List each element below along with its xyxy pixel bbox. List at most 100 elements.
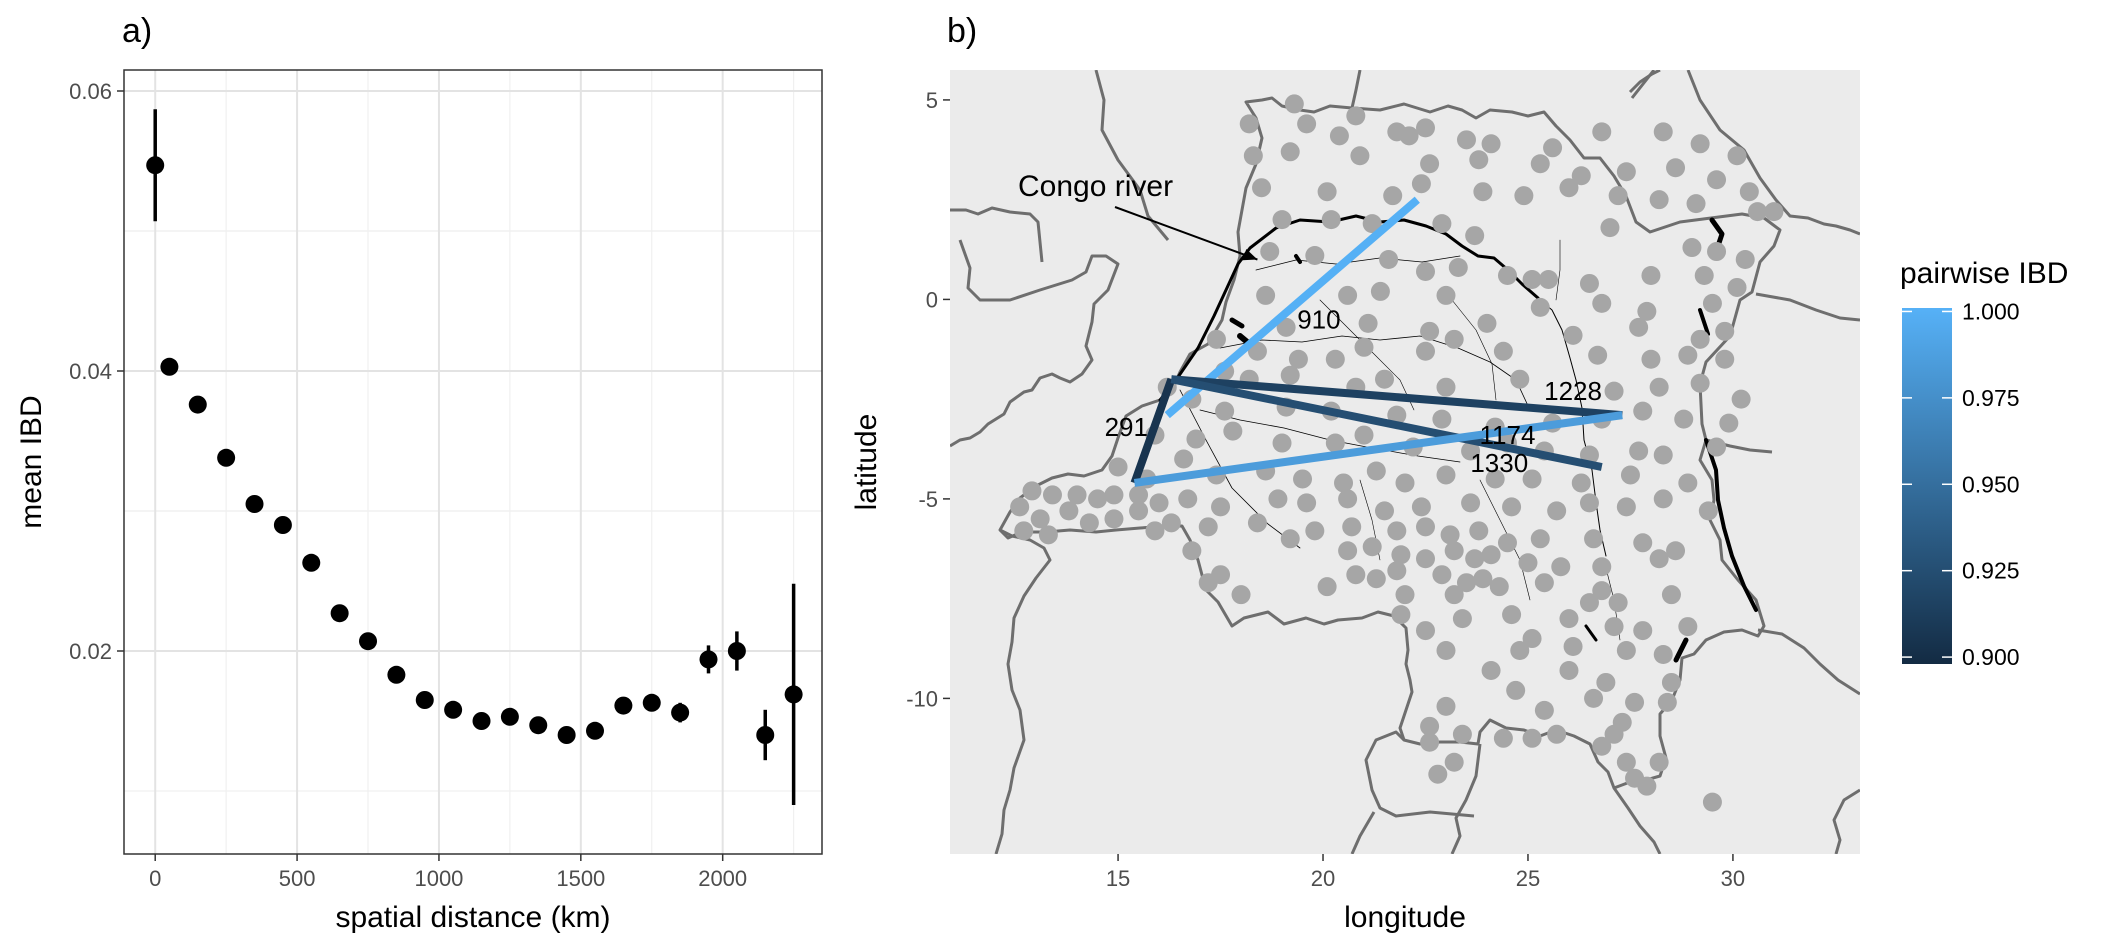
sample-point — [1502, 497, 1522, 517]
sample-point — [1395, 585, 1415, 605]
sample-point — [1625, 692, 1645, 712]
data-point — [756, 726, 775, 744]
sample-point — [1366, 569, 1386, 589]
ibd-connection-line — [1170, 375, 1603, 471]
sample-point — [1616, 162, 1636, 182]
x-tick-label: 30 — [1721, 866, 1745, 891]
sample-point — [1727, 277, 1747, 297]
sample-point — [1252, 178, 1272, 198]
sample-point — [1633, 401, 1653, 421]
sample-point — [1317, 182, 1337, 202]
sample-point — [1239, 114, 1259, 134]
data-point — [273, 516, 292, 534]
sample-point — [1129, 501, 1149, 521]
sample-point — [1256, 285, 1276, 305]
sample-point — [1415, 261, 1435, 281]
sample-point — [1702, 792, 1722, 812]
sample-point — [1579, 593, 1599, 613]
sample-point — [1420, 732, 1440, 752]
legend-title: pairwise IBD — [1900, 257, 2068, 290]
sample-point — [1579, 493, 1599, 513]
sample-point — [1538, 269, 1558, 289]
x-tick-label: 500 — [279, 866, 316, 891]
sample-point — [1715, 321, 1735, 341]
sample-point — [1362, 537, 1382, 557]
x-tick-label: 20 — [1311, 866, 1335, 891]
sample-point — [1432, 409, 1452, 429]
sample-point — [1436, 641, 1456, 661]
sample-point — [1391, 605, 1411, 625]
sample-point — [1497, 265, 1517, 285]
sample-point — [1481, 545, 1501, 565]
sample-point — [1592, 557, 1612, 577]
sample-point — [1436, 377, 1456, 397]
panel-a: a) 0 500 1000 1500 2000 0.02 0.04 0.06 spatial … — [15, 12, 823, 934]
sample-point — [1657, 692, 1677, 712]
sample-point — [1592, 293, 1612, 313]
sample-point — [1461, 493, 1481, 513]
legend-colorbar — [1902, 308, 1952, 664]
data-point — [387, 665, 406, 684]
sample-point — [1702, 293, 1722, 313]
panel-a-grid — [124, 70, 822, 854]
sample-point — [1280, 365, 1300, 385]
sample-point — [1415, 118, 1435, 138]
x-tick-label: 1500 — [556, 866, 605, 891]
sample-point — [1088, 489, 1108, 509]
sample-point — [1735, 250, 1755, 270]
legend-tick-label: 0.975 — [1962, 385, 2020, 411]
data-point — [671, 703, 690, 722]
sample-point — [1186, 429, 1206, 449]
sample-point — [1530, 154, 1550, 174]
sample-point — [1415, 517, 1435, 537]
sample-point — [1653, 489, 1673, 509]
sample-point — [1387, 561, 1407, 581]
sample-point — [1321, 210, 1341, 230]
sample-point — [1690, 329, 1710, 349]
sample-point — [1067, 485, 1087, 505]
sample-point — [1596, 672, 1616, 692]
sample-point — [1329, 126, 1349, 146]
sample-point — [1461, 441, 1481, 461]
sample-point — [1182, 541, 1202, 561]
y-tick-label: 0 — [926, 287, 938, 312]
legend-tick-label: 1.000 — [1962, 298, 2020, 324]
sample-point — [1415, 341, 1435, 361]
sample-point — [1284, 94, 1304, 114]
sample-point — [1473, 182, 1493, 202]
sample-point — [1247, 513, 1267, 533]
data-point — [727, 642, 746, 660]
sample-point — [1731, 389, 1751, 409]
sample-point — [1739, 182, 1759, 202]
sample-point — [1522, 728, 1542, 748]
data-point — [557, 726, 576, 744]
sample-point — [1715, 349, 1735, 369]
sample-point — [1522, 469, 1542, 489]
data-point — [472, 712, 491, 730]
sample-point — [1174, 449, 1194, 469]
sample-point — [1690, 373, 1710, 393]
sample-point — [1415, 621, 1435, 641]
sample-point — [1518, 553, 1538, 573]
sample-point — [1616, 497, 1636, 517]
sample-point — [1268, 489, 1288, 509]
sample-point — [1444, 541, 1464, 561]
sample-point — [1559, 609, 1579, 629]
sample-point — [1493, 728, 1513, 748]
sample-point — [1346, 565, 1366, 585]
sample-point — [1641, 349, 1661, 369]
sample-point — [1497, 533, 1517, 553]
legend-tick-label: 0.900 — [1962, 644, 2020, 670]
sample-point — [1350, 146, 1370, 166]
sample-point — [1563, 325, 1583, 345]
x-tick-label: 0 — [149, 866, 161, 891]
sample-point — [1633, 621, 1653, 641]
sample-point — [1375, 369, 1395, 389]
sample-point — [1748, 202, 1768, 222]
sample-point — [1338, 285, 1358, 305]
sample-point — [1686, 194, 1706, 214]
sample-point — [1149, 493, 1169, 513]
sample-point — [1178, 489, 1198, 509]
sample-point — [1514, 186, 1534, 206]
